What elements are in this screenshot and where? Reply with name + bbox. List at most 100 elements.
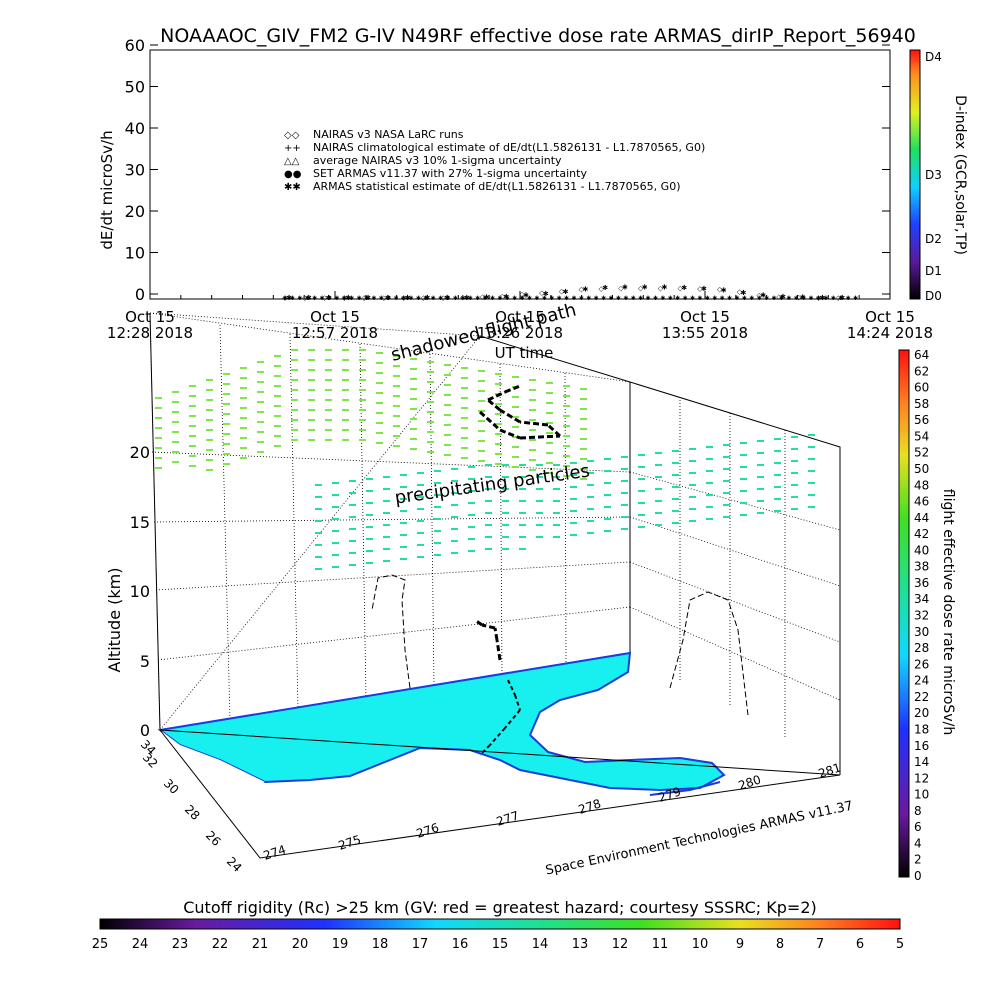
flight-track-segment bbox=[546, 423, 562, 438]
rigidity-tick-label: 15 bbox=[492, 937, 509, 952]
baseline-point: ✱ bbox=[349, 295, 354, 302]
rigidity-tick-label: 14 bbox=[532, 937, 549, 952]
baseline-point: ✱ bbox=[416, 295, 421, 302]
armas-point: ✱ bbox=[760, 292, 766, 300]
baseline-point: ✱ bbox=[742, 295, 747, 302]
armas-point: ✱ bbox=[543, 290, 549, 298]
baseline-point: ✱ bbox=[609, 295, 614, 302]
flight-track-segment bbox=[474, 618, 483, 627]
baseline-point: ✱ bbox=[631, 295, 636, 302]
rigidity-tick-label: 11 bbox=[652, 937, 669, 952]
baseline-point: ✱ bbox=[379, 295, 384, 302]
dose-rate-tick-label: 0 bbox=[914, 869, 922, 883]
floor-right-edge bbox=[159, 729, 841, 776]
longitude-tick-label: 281 bbox=[817, 760, 843, 780]
rigidity-tick-label: 25 bbox=[92, 937, 109, 952]
baseline-point: ✱ bbox=[520, 295, 525, 302]
dindex-tick-label: D2 bbox=[925, 232, 942, 246]
dindex-ticks: D4 D3 D2 D1 D0 bbox=[925, 50, 942, 303]
baseline-point: ✱ bbox=[623, 295, 628, 302]
rigidity-tick-label: 24 bbox=[132, 937, 149, 952]
baseline-point: ✱ bbox=[675, 295, 680, 302]
baseline-point: ✱ bbox=[290, 295, 295, 302]
baseline-point: ✱ bbox=[357, 295, 362, 302]
dose-rate-tick-label: 6 bbox=[914, 820, 922, 834]
dose-rate-tick-label: 42 bbox=[914, 527, 929, 541]
longitude-tick-label: 278 bbox=[577, 796, 603, 816]
rigidity-tick-label: 10 bbox=[692, 937, 709, 952]
baseline-point: ✱ bbox=[483, 295, 488, 302]
nairas-point: ◇ bbox=[836, 294, 842, 302]
armas-point: ✱ bbox=[602, 284, 608, 292]
flight-ground-track bbox=[507, 679, 516, 696]
nairas-point: ◇ bbox=[598, 285, 604, 293]
flight-track-segment bbox=[487, 390, 506, 402]
nairas-point: ◇ bbox=[737, 288, 743, 296]
rigidity-tick-label: 7 bbox=[816, 937, 824, 952]
dindex-tick-label: D1 bbox=[925, 264, 942, 278]
rigidity-tick-label: 20 bbox=[292, 937, 309, 952]
flight-ground-track bbox=[504, 709, 521, 729]
flight-track-segment bbox=[495, 639, 502, 661]
baseline-point: ✱ bbox=[534, 295, 539, 302]
nairas-point: ◇ bbox=[401, 294, 407, 302]
rigidity-tick-label: 21 bbox=[252, 937, 269, 952]
rigidity-colorbar-label: Cutoff rigidity (Rc) >25 km (GV: red = g… bbox=[183, 898, 817, 917]
baseline-point: ✱ bbox=[809, 295, 814, 302]
baseline-point: ✱ bbox=[831, 295, 836, 302]
legend-symbol: ●● bbox=[284, 169, 302, 180]
latitude-tick-label: 30 bbox=[161, 776, 182, 797]
latitude-tick-label: 24 bbox=[224, 854, 245, 875]
dose-rate-tick-label: 10 bbox=[914, 788, 929, 802]
baseline-point: ✱ bbox=[712, 295, 717, 302]
florida-map bbox=[157, 651, 841, 859]
nairas-point: ◇ bbox=[816, 294, 822, 302]
armas-point: ✱ bbox=[741, 289, 747, 297]
dose-rate-tick-label: 32 bbox=[914, 609, 929, 623]
baseline-point: ✱ bbox=[305, 295, 310, 302]
top-x-tick-line2: 12:57 2018 bbox=[292, 324, 378, 342]
dose-rate-tick-label: 4 bbox=[914, 836, 922, 850]
armas-point: ✱ bbox=[622, 284, 628, 292]
longitude-tick-label: 280 bbox=[737, 772, 763, 792]
baseline-point: ✱ bbox=[423, 295, 428, 302]
longitude-tick-label: 275 bbox=[337, 832, 363, 852]
nairas-point: ◇ bbox=[460, 294, 466, 302]
baseline-point: ✱ bbox=[801, 295, 806, 302]
armas-point: ✱ bbox=[800, 294, 806, 302]
nairas-point: ◇ bbox=[539, 289, 545, 297]
armas-point: ✱ bbox=[444, 294, 450, 302]
baseline-point: ✱ bbox=[586, 295, 591, 302]
baseline-point: ✱ bbox=[668, 295, 673, 302]
armas-point: ✱ bbox=[523, 292, 529, 300]
nairas-point: ◇ bbox=[519, 291, 525, 299]
nairas-point: ◇ bbox=[559, 287, 565, 295]
legend-symbol: ++ bbox=[284, 143, 301, 154]
armas-point: ✱ bbox=[780, 293, 786, 301]
flight-track-segment bbox=[499, 408, 521, 424]
dose-rate-tick-label: 2 bbox=[914, 853, 922, 867]
armas-point: ✱ bbox=[661, 284, 667, 292]
dose-rate-tick-label: 28 bbox=[914, 641, 929, 655]
dose-rate-tick-label: 58 bbox=[914, 397, 929, 411]
top-x-tick-line2: 13:26 2018 bbox=[477, 324, 563, 342]
top-x-tick-line2: 14:24 2018 bbox=[847, 324, 933, 342]
baseline-point: ✱ bbox=[794, 295, 799, 302]
keys-coast bbox=[649, 781, 721, 796]
baseline-point: ✱ bbox=[727, 295, 732, 302]
dose-rate-tick-label: 36 bbox=[914, 576, 929, 590]
baseline-point: ✱ bbox=[334, 295, 339, 302]
top-legend: ◇◇ NAIRAS v3 NASA LaRC runs ++ NAIRAS clima… bbox=[284, 128, 705, 193]
baseline-point: ✱ bbox=[312, 295, 317, 302]
rigidity-tick-label: 19 bbox=[332, 937, 349, 952]
baseline-point: ✱ bbox=[697, 295, 702, 302]
latitude-tick-label: 28 bbox=[182, 802, 203, 823]
baseline-point: ✱ bbox=[638, 295, 643, 302]
baseline-point: ✱ bbox=[786, 295, 791, 302]
baseline-point: ✱ bbox=[438, 295, 443, 302]
nairas-point: ◇ bbox=[677, 284, 683, 292]
armas-point: ✱ bbox=[464, 294, 470, 302]
dose-rate-tick-label: 8 bbox=[914, 804, 922, 818]
baseline-point: ✱ bbox=[401, 295, 406, 302]
